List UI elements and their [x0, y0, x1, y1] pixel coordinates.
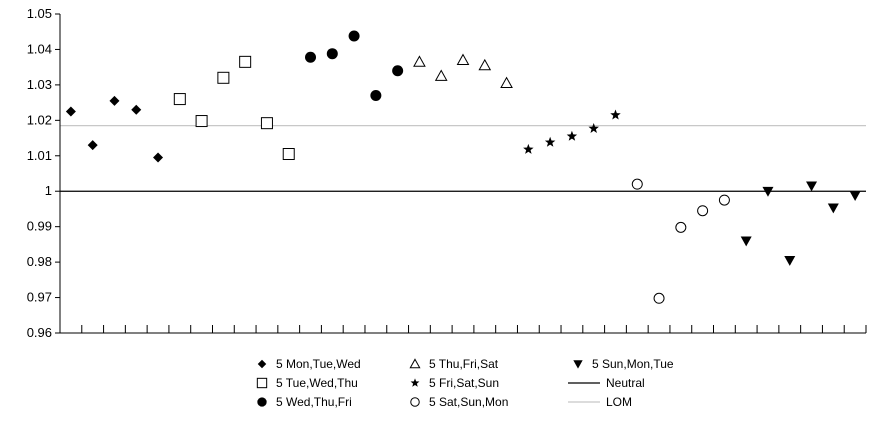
- data-point: [784, 255, 796, 266]
- triangle-up-marker: [409, 358, 421, 369]
- data-point: [305, 51, 317, 63]
- data-point: [762, 186, 774, 197]
- y-tick-label: 0.98: [27, 254, 52, 269]
- data-point: [195, 115, 208, 128]
- data-point: [87, 140, 98, 151]
- legend-entry: 5 Mon,Tue,Wed: [257, 357, 361, 371]
- y-tick-label: 1: [45, 183, 52, 198]
- legend-label: 5 Wed,Thu,Fri: [276, 395, 352, 409]
- data-point: [675, 221, 687, 233]
- y-tick-label: 1.01: [27, 148, 52, 163]
- data-point: [348, 30, 360, 42]
- data-point: [434, 69, 448, 81]
- legend-entry: 5 Thu,Fri,Sat: [409, 357, 499, 371]
- square-marker: [256, 377, 268, 389]
- data-point: [131, 104, 142, 115]
- legend-label: LOM: [606, 395, 632, 409]
- reference-lines: [60, 125, 866, 192]
- data-point: [217, 71, 230, 84]
- legend-entry: 5 Sat,Sun,Mon: [410, 395, 508, 409]
- series-7: [740, 181, 861, 266]
- y-tick-label: 1.03: [27, 77, 52, 92]
- data-point: [392, 65, 404, 77]
- data-point: [566, 130, 578, 141]
- data-point: [631, 178, 643, 190]
- legend: 5 Mon,Tue,Wed 5 Tue,Wed,Thu 5 Wed,Thu,Fri 5…: [256, 357, 674, 409]
- legend-label: Neutral: [606, 376, 645, 390]
- y-tick-label: 0.97: [27, 290, 52, 305]
- legend-entry: 5 Fri,Sat,Sun: [410, 376, 499, 390]
- legend-label: 5 Tue,Wed,Thu: [276, 376, 358, 390]
- data-point: [500, 76, 513, 89]
- data-point: [153, 152, 164, 163]
- legend-label: 5 Sat,Sun,Mon: [429, 395, 508, 409]
- legend-entry: 5 Sun,Mon,Tue: [573, 357, 674, 371]
- data-point: [544, 136, 556, 147]
- y-axis-ticks: 0.96 0.97 0.98 0.99 1 1.01 1.02 1.03 1.04 1.05: [27, 6, 60, 340]
- data-point: [413, 55, 426, 67]
- legend-entry: 5 Tue,Wed,Thu: [256, 376, 358, 390]
- open-circle-marker: [410, 397, 420, 407]
- legend-label: 5 Mon,Tue,Wed: [276, 357, 361, 371]
- y-tick-label: 0.99: [27, 219, 52, 234]
- data-point: [523, 143, 534, 154]
- series-4: [413, 53, 513, 89]
- series-6: [631, 178, 730, 304]
- y-tick-label: 0.96: [27, 325, 52, 340]
- data-point: [653, 292, 665, 304]
- triangle-down-marker: [573, 360, 583, 369]
- legend-entry: Neutral: [568, 376, 645, 390]
- data-point: [456, 53, 470, 65]
- data-point: [260, 117, 273, 130]
- data-point: [849, 191, 861, 201]
- series-1: [65, 95, 164, 163]
- data-point: [65, 106, 76, 117]
- data-point: [806, 181, 818, 192]
- legend-label: 5 Fri,Sat,Sun: [429, 376, 499, 390]
- data-point: [326, 48, 338, 60]
- data-point: [239, 55, 252, 68]
- axes: [59, 14, 866, 334]
- x-axis-ticks: [59, 325, 867, 333]
- series-5: [523, 109, 621, 154]
- series-3: [305, 30, 404, 102]
- data-point: [740, 236, 752, 247]
- legend-entry: LOM: [568, 395, 632, 409]
- legend-entry: 5 Wed,Thu,Fri: [257, 395, 352, 409]
- data-point: [588, 122, 599, 133]
- series-2: [173, 55, 295, 161]
- y-tick-label: 1.05: [27, 6, 52, 21]
- data-point: [610, 109, 621, 120]
- data-point: [478, 58, 492, 71]
- data-point: [282, 148, 295, 161]
- y-tick-label: 1.04: [27, 41, 52, 56]
- diamond-marker: [257, 359, 267, 369]
- data-point: [718, 194, 730, 206]
- data-point: [697, 205, 709, 217]
- legend-label: 5 Thu,Fri,Sat: [429, 357, 499, 371]
- data-point: [109, 95, 120, 106]
- data-points: [65, 30, 861, 304]
- filled-circle-marker: [257, 397, 267, 407]
- legend-label: 5 Sun,Mon,Tue: [592, 357, 674, 371]
- star-marker: [410, 378, 420, 387]
- y-tick-label: 1.02: [27, 112, 52, 127]
- data-point: [370, 90, 382, 102]
- data-point: [827, 203, 839, 214]
- data-point: [173, 93, 186, 106]
